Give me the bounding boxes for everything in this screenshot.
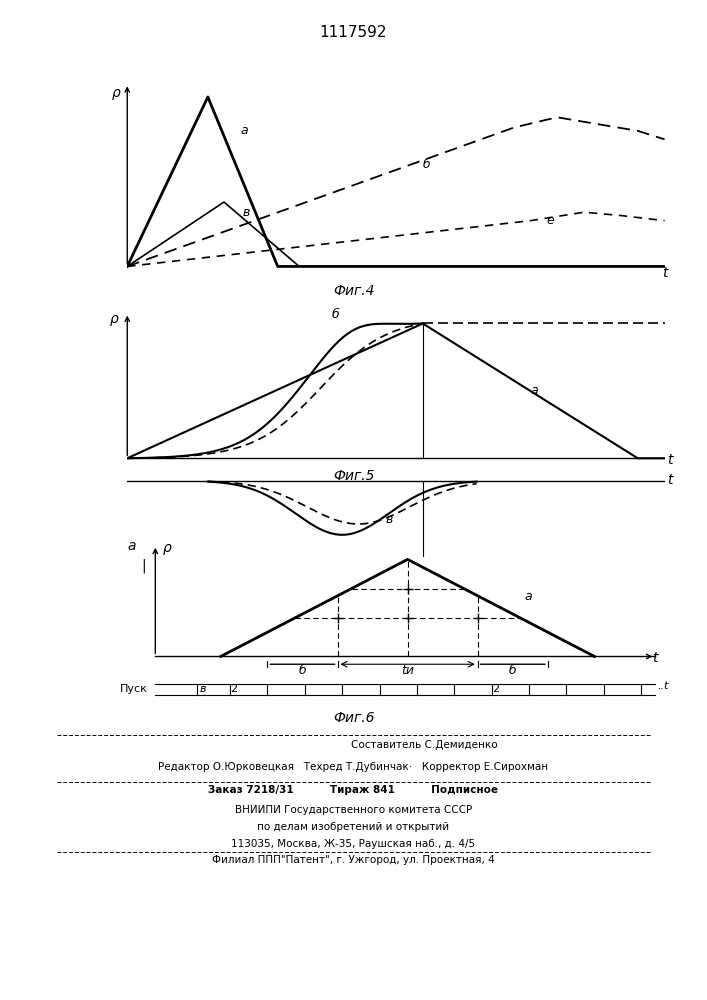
Text: Фиг.4: Фиг.4 <box>333 284 374 298</box>
Text: по делам изобретений и открытий: по делам изобретений и открытий <box>257 822 450 832</box>
Text: ρ: ρ <box>163 541 171 555</box>
Text: в: в <box>243 206 250 219</box>
Text: t: t <box>662 266 667 280</box>
Text: б: б <box>423 158 431 171</box>
Text: Редактор О.Юрковецкая   Техред Т.Дубинчак·   Корректор Е.Сирохман: Редактор О.Юрковецкая Техред Т.Дубинчак·… <box>158 762 549 772</box>
Text: |: | <box>141 558 146 573</box>
Text: tи: tи <box>401 664 414 677</box>
Text: 1117592: 1117592 <box>320 25 387 40</box>
Text: t: t <box>653 651 658 665</box>
Text: a: a <box>240 124 247 137</box>
Text: б: б <box>332 308 339 321</box>
Text: в: в <box>199 684 206 694</box>
Text: Заказ 7218/31          Тираж 841          Подписное: Заказ 7218/31 Тираж 841 Подписное <box>209 785 498 795</box>
Text: t: t <box>667 453 672 467</box>
Text: ρ: ρ <box>110 312 118 326</box>
Text: а: а <box>530 384 538 397</box>
Text: Пуск: Пуск <box>120 684 148 694</box>
Text: Филиал ППП"Патент", г. Ужгород, ул. Проектная, 4: Филиал ППП"Патент", г. Ужгород, ул. Прое… <box>212 855 495 865</box>
Text: Фиг.5: Фиг.5 <box>333 469 374 483</box>
Text: ВНИИПИ Государственного комитета СССР: ВНИИПИ Государственного комитета СССР <box>235 805 472 815</box>
Text: 2: 2 <box>491 684 499 694</box>
Text: в: в <box>385 513 392 526</box>
Text: t: t <box>667 473 672 487</box>
Text: 113035, Москва, Ж-35, Раушская наб., д. 4/5: 113035, Москва, Ж-35, Раушская наб., д. … <box>231 839 476 849</box>
Text: Фиг.6: Фиг.6 <box>333 711 374 725</box>
Text: а: а <box>525 590 532 603</box>
Text: б: б <box>298 664 306 677</box>
Text: е: е <box>547 214 554 227</box>
Text: Составитель С.Демиденко: Составитель С.Демиденко <box>351 740 498 750</box>
Text: ρ: ρ <box>112 86 121 100</box>
Text: ..t: ..t <box>658 681 669 691</box>
Text: 2: 2 <box>230 684 237 694</box>
Text: а: а <box>128 539 136 553</box>
Text: б: б <box>509 664 517 677</box>
